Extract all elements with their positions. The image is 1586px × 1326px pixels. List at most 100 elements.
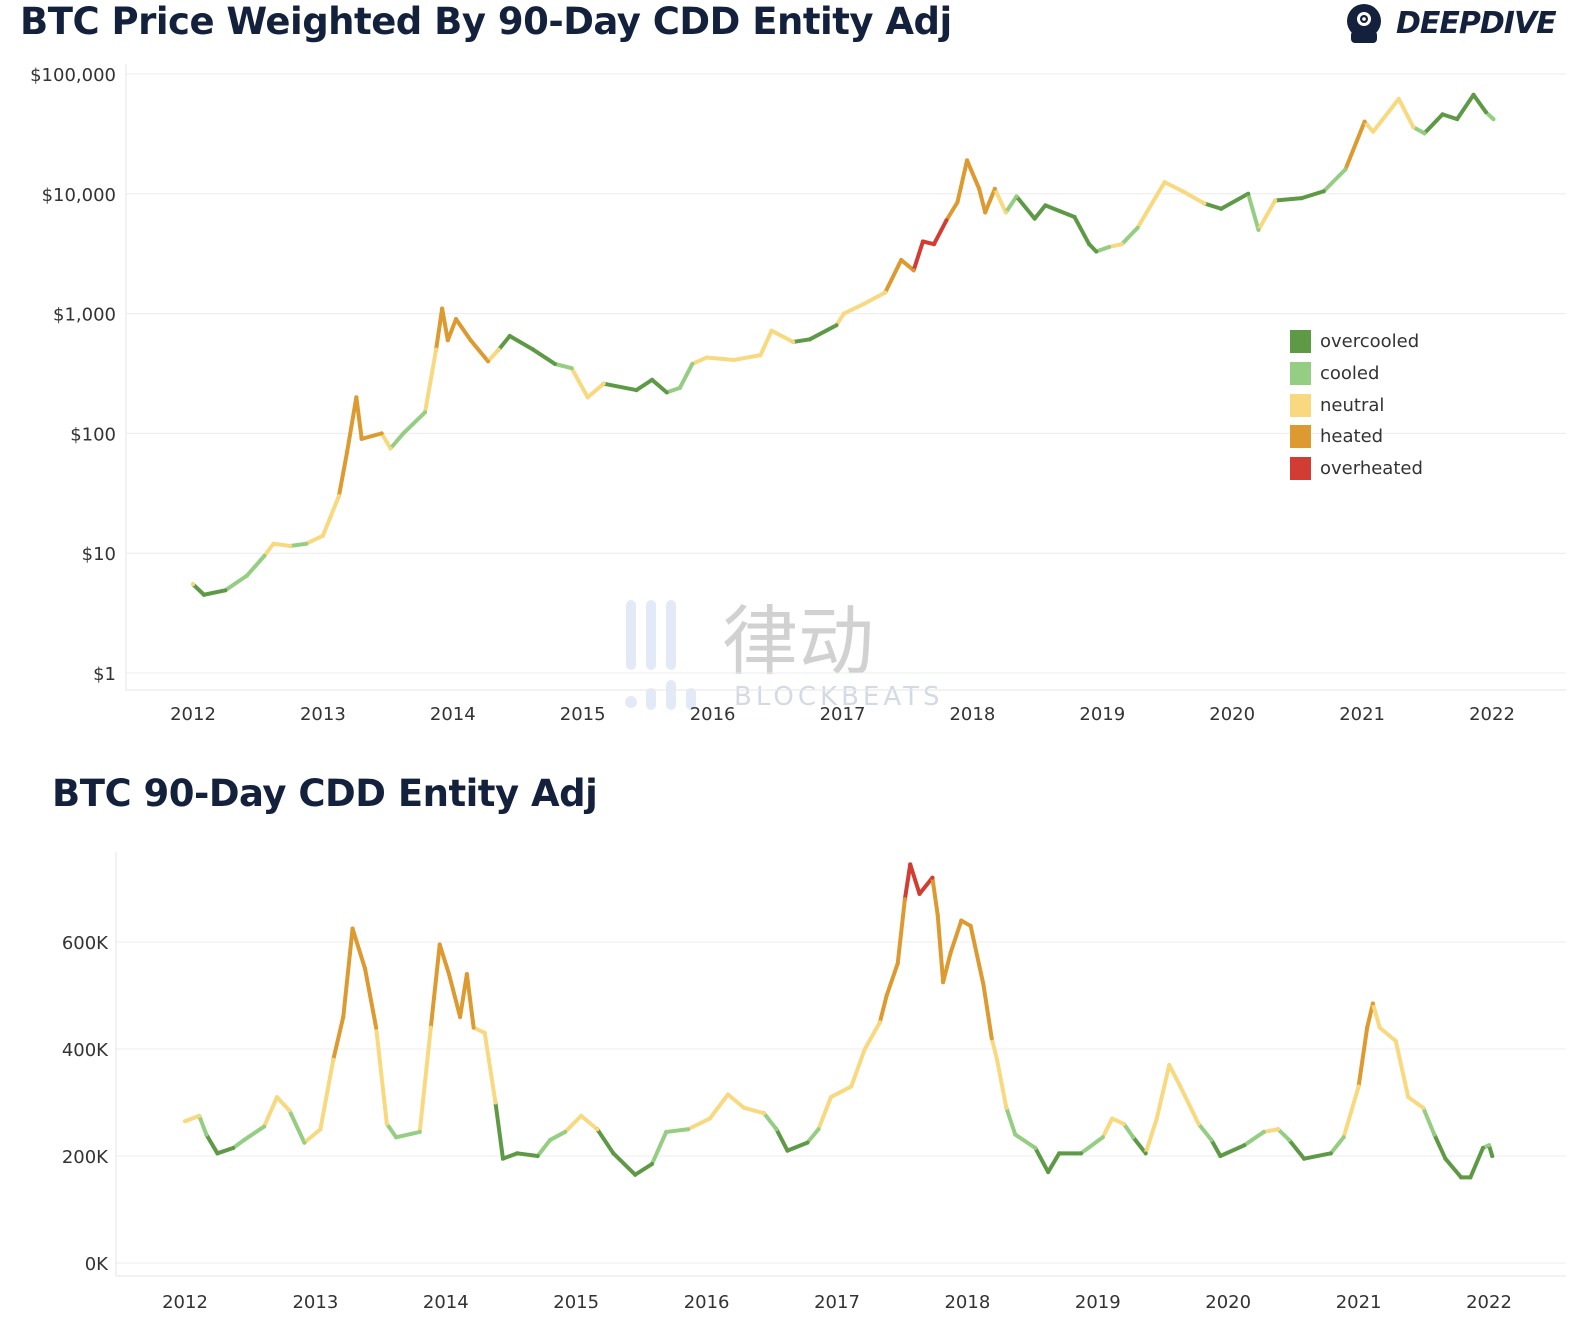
series-point (1371, 129, 1376, 134)
series-segment (1178, 1084, 1201, 1126)
series-segment (805, 1127, 821, 1145)
x-tick-label: 2012 (170, 704, 216, 725)
series-point (447, 972, 452, 977)
series-point (1276, 1127, 1281, 1132)
series-segment (1377, 1025, 1398, 1043)
series-segment (902, 862, 913, 902)
series-segment (884, 961, 900, 998)
series-segment (1440, 112, 1460, 122)
series-point (1370, 1001, 1375, 1006)
series-point (742, 1105, 747, 1110)
x-tick-label: 2014 (430, 704, 476, 725)
series-segment (388, 431, 406, 451)
x-tick-label: 2016 (690, 704, 736, 725)
series-segment (1154, 1063, 1172, 1121)
series-segment (359, 431, 384, 441)
series-segment (1455, 92, 1476, 122)
series-point (862, 1047, 867, 1051)
legend-item-neutral: neutral (1290, 389, 1423, 421)
series-segment (849, 1047, 867, 1089)
series-segment (552, 361, 574, 371)
series-point (231, 1145, 236, 1150)
series-segment (482, 1030, 498, 1105)
series-point (731, 357, 736, 362)
series-point (1246, 191, 1251, 196)
legend-item-cooled: cooled (1290, 358, 1423, 390)
series-point (981, 982, 986, 987)
x-tick-label: 2020 (1209, 704, 1255, 725)
series-segment (686, 1116, 712, 1132)
x-tick-label: 2013 (292, 1292, 338, 1313)
series-point (345, 449, 350, 454)
series-segment (242, 1124, 267, 1142)
series-segment (1094, 244, 1112, 254)
series-point (1043, 203, 1048, 208)
series-point (1167, 1063, 1172, 1068)
series-point (758, 353, 763, 358)
series-segment (345, 395, 359, 454)
series-point (302, 1140, 307, 1145)
series-segment (1371, 96, 1401, 134)
series-point (634, 388, 639, 393)
y-tick-label: 600K (62, 933, 109, 954)
series-segment (1365, 1001, 1375, 1030)
series-point (1218, 1154, 1223, 1158)
series-segment (1422, 112, 1445, 136)
series-segment (318, 1057, 336, 1132)
series-point (883, 290, 888, 295)
series-point (1180, 189, 1185, 194)
series-segment (515, 1151, 540, 1158)
series-point (1273, 198, 1278, 203)
series-segment (955, 158, 970, 205)
series-point (1046, 1170, 1051, 1175)
series-segment (287, 1108, 307, 1145)
series-point (834, 323, 839, 328)
series-point (548, 1137, 553, 1142)
series-point (423, 410, 428, 415)
series-segment (807, 323, 839, 342)
series-segment (401, 410, 428, 436)
series-segment (341, 926, 355, 1019)
series-point (1422, 131, 1427, 136)
series-point (1033, 1145, 1038, 1150)
series-segment (384, 1121, 399, 1140)
series-segment (877, 993, 889, 1025)
series-point (1443, 1156, 1448, 1161)
series-point (1131, 1135, 1136, 1140)
series-segment (183, 1113, 202, 1124)
series-segment (394, 1129, 422, 1140)
series-segment (1362, 119, 1376, 134)
series-segment (569, 366, 590, 400)
series-segment (930, 875, 940, 918)
series-segment (215, 1145, 236, 1156)
series-point (1406, 1095, 1411, 1100)
series-point (552, 361, 557, 366)
series-point (496, 347, 501, 352)
series-segment (447, 972, 463, 1019)
series-point (215, 1151, 220, 1156)
series-point (1365, 1025, 1370, 1030)
series-point (197, 1113, 202, 1118)
series-point (1014, 194, 1019, 199)
series-point (262, 1124, 267, 1129)
x-tick-label: 2015 (560, 704, 606, 725)
series-point (1287, 1137, 1292, 1142)
series-segment (1014, 194, 1037, 221)
series-segment (288, 541, 309, 548)
series-segment (354, 395, 364, 441)
series-segment (908, 862, 922, 896)
series-point (1440, 112, 1445, 117)
series-segment (816, 1095, 833, 1132)
series-segment (1299, 189, 1326, 201)
series-segment (458, 972, 469, 1019)
series-segment (895, 897, 907, 966)
series-point (445, 338, 450, 343)
series-point (331, 1057, 336, 1062)
price-chart-series (191, 92, 1496, 597)
series-point (288, 543, 293, 548)
series-point (1490, 1154, 1495, 1158)
legend-label: neutral (1320, 394, 1385, 416)
series-segment (445, 317, 459, 343)
price-chart-title: BTC Price Weighted By 90-Day CDD Entity … (20, 0, 952, 43)
series-point (1072, 215, 1077, 220)
